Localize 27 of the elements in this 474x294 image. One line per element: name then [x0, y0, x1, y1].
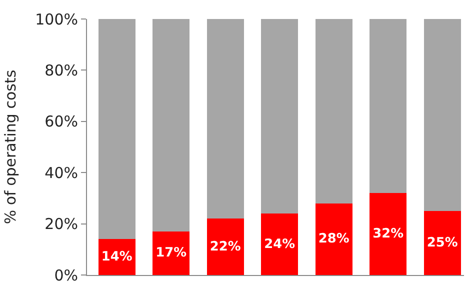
data-label: 28%	[318, 232, 350, 247]
bar	[370, 19, 406, 194]
data-label: 24%	[264, 236, 296, 252]
bar	[152, 19, 190, 232]
bar	[152, 231, 190, 275]
bar	[424, 19, 461, 211]
y-tick-label: 20%	[44, 215, 78, 234]
bar	[206, 218, 244, 275]
bar	[261, 214, 298, 275]
bar	[98, 19, 136, 240]
data-label: 25%	[426, 235, 458, 250]
y-axis-title: % of operating costs	[1, 70, 20, 224]
data-label: 22%	[210, 239, 241, 254]
bar	[424, 211, 461, 275]
y-tick-label: 60%	[44, 112, 78, 131]
bar	[206, 19, 244, 219]
bar	[315, 203, 352, 275]
y-tick-label: 40%	[44, 164, 78, 182]
y-tick-label: 0%	[54, 266, 78, 284]
y-tick-label: 100%	[35, 10, 78, 28]
bar	[261, 19, 298, 214]
bar	[315, 19, 352, 204]
data-label: 17%	[156, 246, 187, 261]
data-label: 32%	[372, 226, 404, 242]
y-tick-label: 80%	[44, 61, 78, 80]
bar	[370, 193, 406, 275]
data-label: 14%	[101, 250, 132, 265]
